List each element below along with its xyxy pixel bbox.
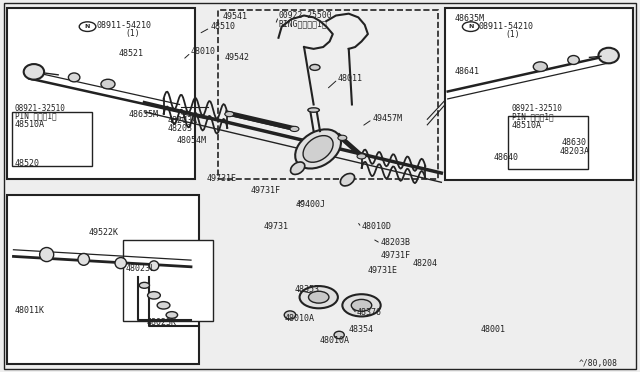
Ellipse shape <box>149 261 159 270</box>
Text: 48010A: 48010A <box>285 314 315 323</box>
Text: 48635M: 48635M <box>454 14 484 23</box>
Text: 48353: 48353 <box>294 285 319 294</box>
Text: 48510A: 48510A <box>511 121 541 130</box>
Circle shape <box>338 135 347 140</box>
Bar <box>7 8 195 179</box>
Ellipse shape <box>68 73 80 82</box>
Text: 48641: 48641 <box>454 67 479 76</box>
Circle shape <box>157 302 170 309</box>
Text: PIN ビン（1）: PIN ビン（1） <box>511 113 553 122</box>
Text: 48640: 48640 <box>493 153 518 161</box>
Text: N: N <box>468 24 474 29</box>
Circle shape <box>300 286 338 308</box>
Text: 48203A: 48203A <box>168 116 198 125</box>
Text: 49457M: 49457M <box>372 114 403 123</box>
Text: 48630: 48630 <box>561 138 586 147</box>
Text: 48010: 48010 <box>191 47 216 56</box>
Text: 48204: 48204 <box>413 259 438 268</box>
Text: 48203: 48203 <box>168 124 193 133</box>
Text: 48354: 48354 <box>349 325 374 334</box>
Text: 49731E: 49731E <box>368 266 398 275</box>
Text: 49731F: 49731F <box>251 186 281 195</box>
Text: (1): (1) <box>126 29 141 38</box>
Text: 08921-32510: 08921-32510 <box>511 105 563 113</box>
Circle shape <box>310 64 320 70</box>
Ellipse shape <box>303 136 333 162</box>
Text: 48023L: 48023L <box>125 264 156 273</box>
Text: 49731: 49731 <box>264 221 289 231</box>
Ellipse shape <box>340 173 355 186</box>
Circle shape <box>342 294 381 317</box>
Ellipse shape <box>308 108 319 112</box>
Ellipse shape <box>291 162 305 174</box>
Text: 48521: 48521 <box>119 49 144 58</box>
Text: RINGリング（1）: RINGリング（1） <box>278 19 327 28</box>
Text: 48510A: 48510A <box>15 120 45 129</box>
Bar <box>7 195 198 364</box>
Bar <box>218 10 438 179</box>
Text: 00922-25500: 00922-25500 <box>278 11 332 20</box>
Circle shape <box>351 299 372 311</box>
Text: 49541: 49541 <box>223 12 248 21</box>
Text: 48510: 48510 <box>210 22 235 31</box>
Text: 49731E: 49731E <box>206 174 236 183</box>
Circle shape <box>290 126 299 132</box>
Text: 48011: 48011 <box>338 74 363 83</box>
Circle shape <box>166 312 177 318</box>
Circle shape <box>225 112 234 117</box>
Circle shape <box>148 292 161 299</box>
Text: (1): (1) <box>505 30 520 39</box>
Ellipse shape <box>533 62 547 71</box>
Text: 48023K: 48023K <box>147 318 176 327</box>
Text: 49400J: 49400J <box>296 200 326 209</box>
Text: 49542: 49542 <box>224 52 249 61</box>
Circle shape <box>140 282 150 288</box>
Text: 48203B: 48203B <box>381 238 411 247</box>
Text: 08911-54210: 08911-54210 <box>97 22 152 31</box>
Text: 08921-32510: 08921-32510 <box>15 104 66 113</box>
Text: ^/80,008: ^/80,008 <box>579 359 618 368</box>
Circle shape <box>357 154 366 159</box>
Ellipse shape <box>598 48 619 63</box>
Ellipse shape <box>101 79 115 89</box>
Bar <box>12 112 92 166</box>
Ellipse shape <box>284 311 296 319</box>
Bar <box>508 116 588 169</box>
Text: 48520: 48520 <box>15 158 40 167</box>
Ellipse shape <box>295 129 341 169</box>
Text: 08911-54210: 08911-54210 <box>478 22 533 31</box>
Ellipse shape <box>24 64 44 80</box>
Text: N: N <box>85 24 90 29</box>
Text: PIN ビン（1）: PIN ビン（1） <box>15 112 56 121</box>
Text: 48203A: 48203A <box>559 147 589 156</box>
Circle shape <box>463 22 479 32</box>
Text: 49731F: 49731F <box>381 251 411 260</box>
Text: 48010A: 48010A <box>320 336 350 346</box>
Bar <box>445 8 633 180</box>
Ellipse shape <box>568 55 579 64</box>
Text: 48054M: 48054M <box>176 136 206 145</box>
Ellipse shape <box>78 253 90 265</box>
Circle shape <box>308 291 329 303</box>
Ellipse shape <box>40 247 54 262</box>
Text: 48635M: 48635M <box>129 110 159 119</box>
Ellipse shape <box>115 257 127 269</box>
Text: 48010D: 48010D <box>362 222 392 231</box>
Text: 48376: 48376 <box>357 308 382 317</box>
Ellipse shape <box>334 331 344 339</box>
Text: 48011K: 48011K <box>15 306 45 315</box>
Text: 49522K: 49522K <box>89 228 119 237</box>
Circle shape <box>79 22 96 32</box>
Text: 48001: 48001 <box>481 325 506 334</box>
Bar <box>124 240 212 321</box>
